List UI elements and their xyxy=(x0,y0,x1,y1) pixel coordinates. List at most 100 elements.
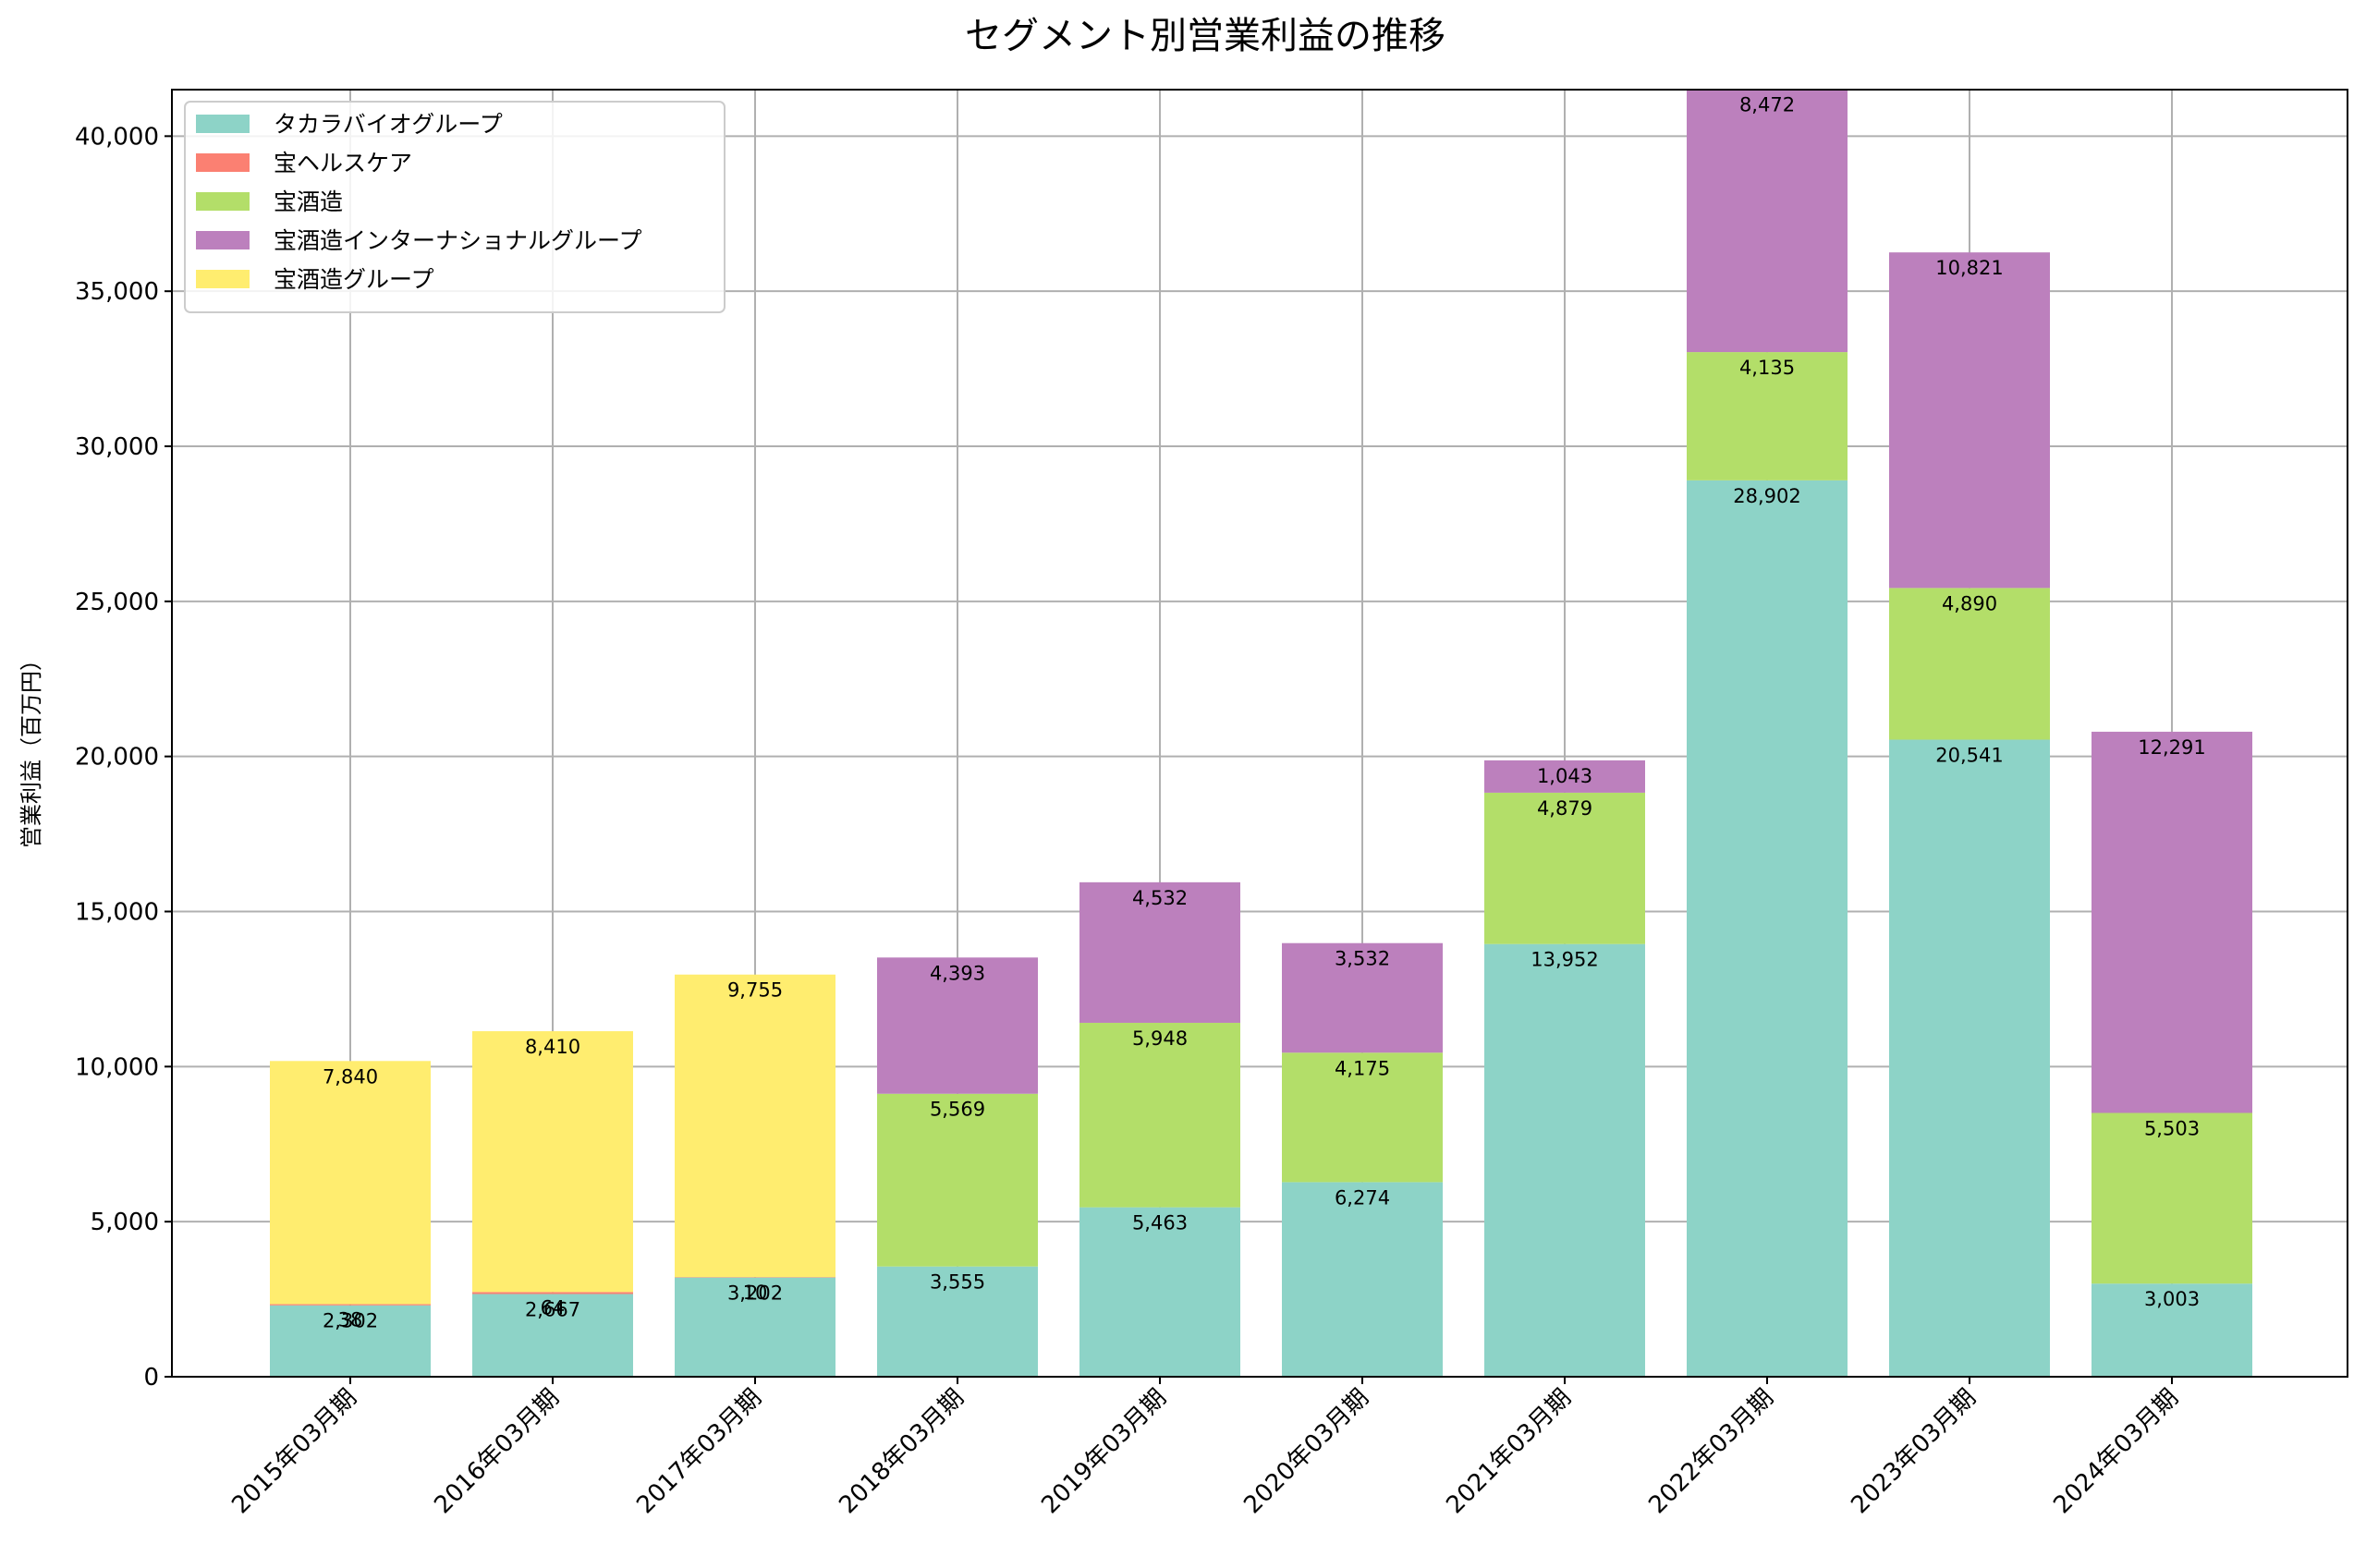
data-label: 12,291 xyxy=(2138,736,2205,759)
data-label: 2,302 xyxy=(323,1310,378,1332)
data-label: 4,890 xyxy=(1942,592,1997,614)
legend-entry: 宝酒造グループ xyxy=(274,266,434,293)
plot-area: 2,302 2,667 3,202 3,555 5,463 6,274 13,952 28,9… xyxy=(75,89,2348,1519)
y-axis-label: 営業利益（百万円） xyxy=(18,649,44,848)
bar-segment xyxy=(270,1304,431,1306)
chart-title: セグメント別営業利益の推移 xyxy=(965,15,1445,57)
bar-segment xyxy=(675,1277,835,1278)
data-label: 64 xyxy=(541,1296,566,1319)
bar-segment xyxy=(1687,352,1848,480)
data-label: 7,840 xyxy=(323,1065,378,1088)
data-label: 8,410 xyxy=(525,1036,580,1058)
bar-segment xyxy=(1687,480,1848,1377)
bar-segment xyxy=(1687,89,1848,353)
bar-segment xyxy=(1282,1052,1443,1183)
data-label: 9,755 xyxy=(727,979,783,1002)
x-tick-label: 2017年03月期 xyxy=(631,1384,767,1520)
data-label: 20,541 xyxy=(1935,745,2003,767)
legend-swatch xyxy=(196,192,250,211)
data-label: 10 xyxy=(743,1282,768,1304)
data-label: 2,667 xyxy=(525,1298,580,1320)
bar-segment xyxy=(1889,739,2050,1377)
data-label: 4,175 xyxy=(1335,1057,1390,1079)
bar-segment xyxy=(472,1031,633,1293)
y-axis-ticks: 0 5,000 10,000 15,000 20,000 25,000 30,000 35,0… xyxy=(75,123,172,1392)
bar-segment xyxy=(1282,1182,1443,1377)
bars xyxy=(270,89,2252,1377)
data-label: 4,135 xyxy=(1739,357,1795,379)
data-label: 13,952 xyxy=(1531,949,1598,971)
bar-segment xyxy=(675,1277,835,1377)
bar-segment xyxy=(1282,942,1443,1053)
y-tick-label: 10,000 xyxy=(75,1053,159,1081)
x-tick-label: 2024年03月期 xyxy=(2048,1384,2184,1520)
x-tick-label: 2015年03月期 xyxy=(226,1384,362,1520)
bar-segment xyxy=(2092,1283,2252,1377)
x-axis-ticks: 2015年03月期 2016年03月期 2017年03月期 2018年03月期 2019… xyxy=(226,1377,2184,1519)
bar-segment xyxy=(2092,1112,2252,1284)
x-tick-label: 2020年03月期 xyxy=(1238,1384,1374,1520)
bar-segment xyxy=(1484,792,1645,944)
bar-segment xyxy=(1079,1022,1240,1208)
bar-segment xyxy=(1889,588,2050,740)
bar-segment xyxy=(270,1061,431,1305)
y-tick-label: 20,000 xyxy=(75,744,159,772)
y-tick-label: 0 xyxy=(143,1364,159,1392)
bar-segment xyxy=(877,1266,1038,1377)
data-label: 38 xyxy=(338,1308,363,1331)
legend-entry: 宝ヘルスケア xyxy=(274,150,412,176)
bar-segment xyxy=(1079,1207,1240,1377)
y-tick-label: 15,000 xyxy=(75,899,159,927)
bar-segment xyxy=(2092,731,2252,1113)
legend-entry: 宝酒造インターナショナルグループ xyxy=(274,227,642,254)
y-tick-label: 25,000 xyxy=(75,589,159,616)
data-label: 28,902 xyxy=(1733,485,1800,507)
data-label: 3,003 xyxy=(2144,1288,2200,1310)
data-label: 6,274 xyxy=(1335,1186,1390,1209)
data-label: 1,043 xyxy=(1537,765,1592,787)
legend-entry: タカラバイオグループ xyxy=(274,111,503,138)
data-label: 4,879 xyxy=(1537,797,1592,820)
data-label: 3,555 xyxy=(930,1271,985,1294)
legend-swatch xyxy=(196,153,250,172)
x-tick-label: 2019年03月期 xyxy=(1036,1384,1172,1520)
bar-segment xyxy=(270,1305,431,1377)
bar-segment xyxy=(675,974,835,1278)
bar-segment xyxy=(1079,881,1240,1023)
data-label: 8,472 xyxy=(1739,94,1795,116)
y-tick-label: 35,000 xyxy=(75,278,159,306)
y-tick-label: 40,000 xyxy=(75,123,159,151)
y-tick-label: 5,000 xyxy=(91,1209,159,1236)
x-tick-label: 2023年03月期 xyxy=(1846,1384,1982,1520)
bar-segment xyxy=(877,957,1038,1094)
data-label: 3,202 xyxy=(727,1282,783,1305)
bar-segment xyxy=(1484,760,1645,793)
x-tick-label: 2022年03月期 xyxy=(1643,1384,1779,1520)
bar-segment xyxy=(472,1294,633,1377)
legend-entry: 宝酒造 xyxy=(274,188,343,215)
legend-swatch xyxy=(196,115,250,133)
data-label: 3,532 xyxy=(1335,948,1390,970)
x-tick-label: 2018年03月期 xyxy=(834,1384,970,1520)
bar-segment xyxy=(1484,943,1645,1377)
legend-box xyxy=(184,101,726,313)
bar-segment xyxy=(1889,252,2050,589)
data-label: 5,463 xyxy=(1132,1212,1188,1234)
x-tick-label: 2016年03月期 xyxy=(429,1384,565,1520)
y-tick-label: 30,000 xyxy=(75,433,159,461)
data-label: 4,532 xyxy=(1132,887,1188,909)
plot-frame xyxy=(171,89,2348,1378)
data-label: 4,393 xyxy=(930,962,985,984)
legend: タカラバイオグループ宝ヘルスケア宝酒造宝酒造インターナショナルグループ宝酒造グル… xyxy=(184,101,726,313)
legend-swatch xyxy=(196,231,250,249)
legend-swatch xyxy=(196,270,250,288)
data-label: 5,948 xyxy=(1132,1027,1188,1050)
data-labels: 2,302 2,667 3,202 3,555 5,463 6,274 13,952 28,9… xyxy=(323,94,2206,1332)
data-label: 5,569 xyxy=(930,1099,985,1121)
data-label: 10,821 xyxy=(1935,257,2003,279)
x-tick-label: 2021年03月期 xyxy=(1441,1384,1577,1520)
data-label: 5,503 xyxy=(2144,1117,2200,1139)
bar-segment xyxy=(472,1292,633,1295)
bar-segment xyxy=(877,1093,1038,1267)
